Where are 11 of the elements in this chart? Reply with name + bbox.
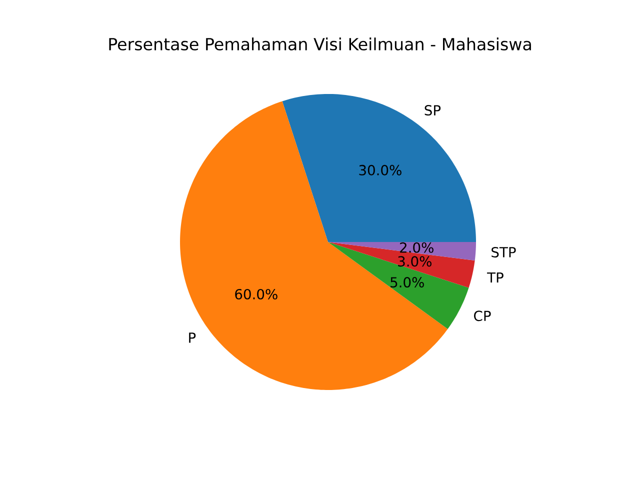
data-label: 60.0% (235, 288, 278, 300)
slice-label: TP (487, 272, 504, 283)
slice-label: CP (474, 310, 491, 322)
data-label: 30.0% (359, 164, 402, 176)
slice-label: STP (492, 246, 516, 258)
data-label: 5.0% (390, 277, 424, 288)
slice-label: SP (424, 105, 441, 116)
chart-title: Persentase Pemahaman Visi Keilmuan - Mahasiswa (109, 38, 531, 50)
data-label: 3.0% (398, 256, 432, 267)
slice-label: P (189, 332, 196, 343)
data-label: 2.0% (400, 242, 434, 253)
